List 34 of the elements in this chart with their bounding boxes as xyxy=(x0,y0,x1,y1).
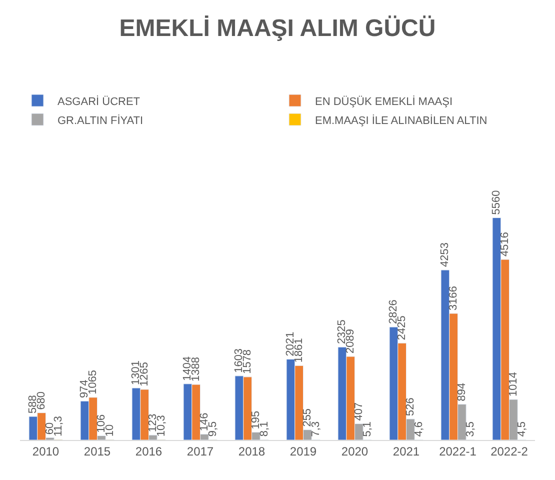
data-label: 11,3 xyxy=(52,416,64,437)
x-tick-label: 2010 xyxy=(32,444,60,458)
data-label: 10 xyxy=(104,424,116,437)
data-label: 407 xyxy=(352,402,365,421)
data-label: 3166 xyxy=(448,286,460,310)
data-label: 2425 xyxy=(396,316,408,340)
data-label: 9,5 xyxy=(206,421,219,437)
data-label: 4,6 xyxy=(412,422,425,437)
data-label: 526 xyxy=(404,398,416,416)
data-label: 4516 xyxy=(499,232,512,256)
data-label: 5560 xyxy=(490,190,503,215)
x-tick-label: 2017 xyxy=(186,444,214,458)
data-label: 5,1 xyxy=(361,422,374,437)
x-tick-label: 2018 xyxy=(238,444,266,458)
chart-title: EMEKLİ MAAŞI ALIM GÜCÜ xyxy=(119,15,436,42)
x-tick-label: 2015 xyxy=(84,444,111,458)
data-label: 894 xyxy=(456,382,468,402)
legend-label: EM.MAAŞI İLE ALINABİLEN ALTIN xyxy=(315,114,488,127)
data-label: 3,5 xyxy=(464,422,476,437)
data-label: 4,5 xyxy=(516,422,528,437)
x-tick-label: 2020 xyxy=(341,444,368,458)
x-tick-label: 2022-1 xyxy=(439,444,477,458)
legend-label: GR.ALTIN FİYATI xyxy=(58,114,144,127)
data-label: 8,1 xyxy=(258,421,270,437)
legend-label: EN DÜŞÜK EMEKLİ MAAŞI xyxy=(315,94,453,108)
x-tick-label: 2022-2 xyxy=(490,444,528,458)
data-label: 1014 xyxy=(507,372,520,396)
x-tick-label: 2019 xyxy=(290,444,317,458)
legend-label: ASGARİ ÜCRET xyxy=(58,94,140,108)
x-tick-label: 2016 xyxy=(135,444,162,458)
data-label: 10,3 xyxy=(155,415,168,437)
data-label: 4253 xyxy=(439,242,452,268)
data-label: 7,3 xyxy=(310,421,322,437)
x-tick-label: 2021 xyxy=(392,444,420,458)
